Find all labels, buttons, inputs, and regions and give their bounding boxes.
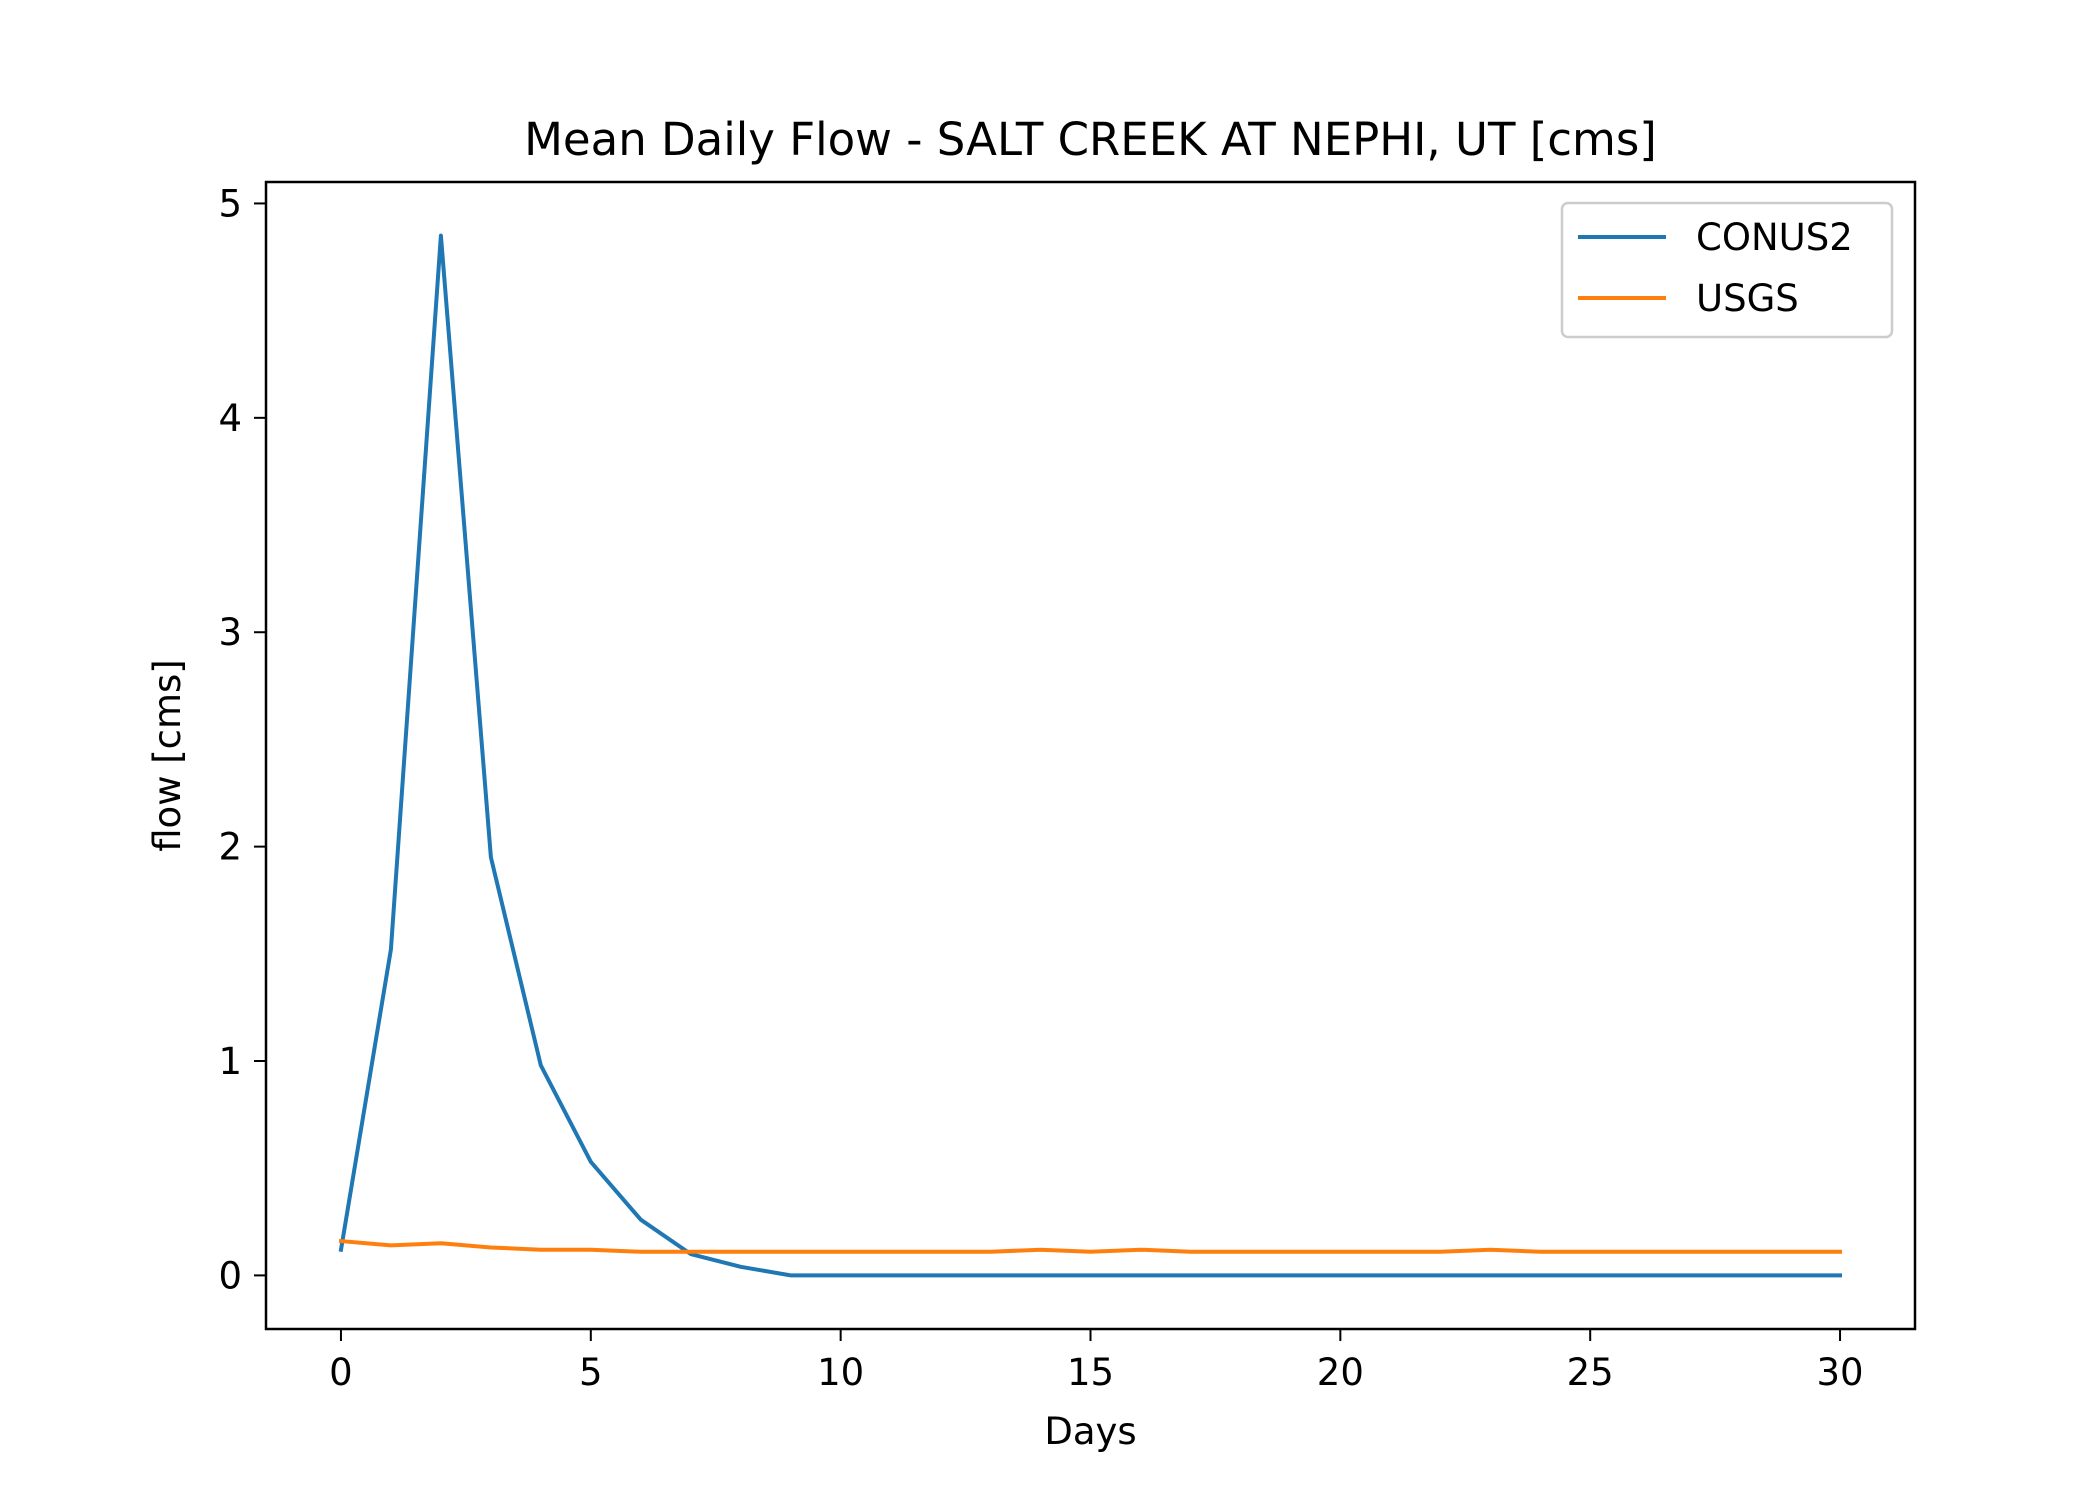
y-axis: 0 1 2 3 4 5 (218, 182, 266, 1297)
x-tick-label: 0 (329, 1351, 353, 1394)
y-tick-label: 0 (218, 1254, 242, 1297)
x-tick-label: 20 (1317, 1351, 1364, 1394)
y-tick-label: 4 (218, 397, 242, 440)
legend: CONUS2 USGS (1560, 201, 1894, 339)
x-tick-label: 25 (1567, 1351, 1614, 1394)
y-tick-label: 5 (218, 182, 242, 225)
legend-label-usgs: USGS (1696, 277, 1799, 320)
y-tick-label: 3 (218, 611, 242, 654)
x-tick-label: 10 (817, 1351, 864, 1394)
y-axis-title: flow [cms] (146, 659, 189, 852)
series-line-conus2 (338, 233, 1842, 1278)
y-tick-label: 2 (218, 826, 242, 869)
x-axis-title: Days (1044, 1410, 1136, 1453)
series-line-usgs (338, 1238, 1842, 1254)
x-axis: 0 5 10 15 20 25 30 (329, 1329, 1864, 1394)
x-tick-label: 30 (1816, 1351, 1863, 1394)
y-tick-label: 1 (218, 1040, 242, 1083)
series-layer (338, 233, 1842, 1278)
legend-label-conus2: CONUS2 (1696, 216, 1853, 259)
x-tick-label: 5 (579, 1351, 603, 1394)
chart-title: Mean Daily Flow - SALT CREEK AT NEPHI, U… (524, 113, 1657, 166)
x-tick-label: 15 (1067, 1351, 1114, 1394)
